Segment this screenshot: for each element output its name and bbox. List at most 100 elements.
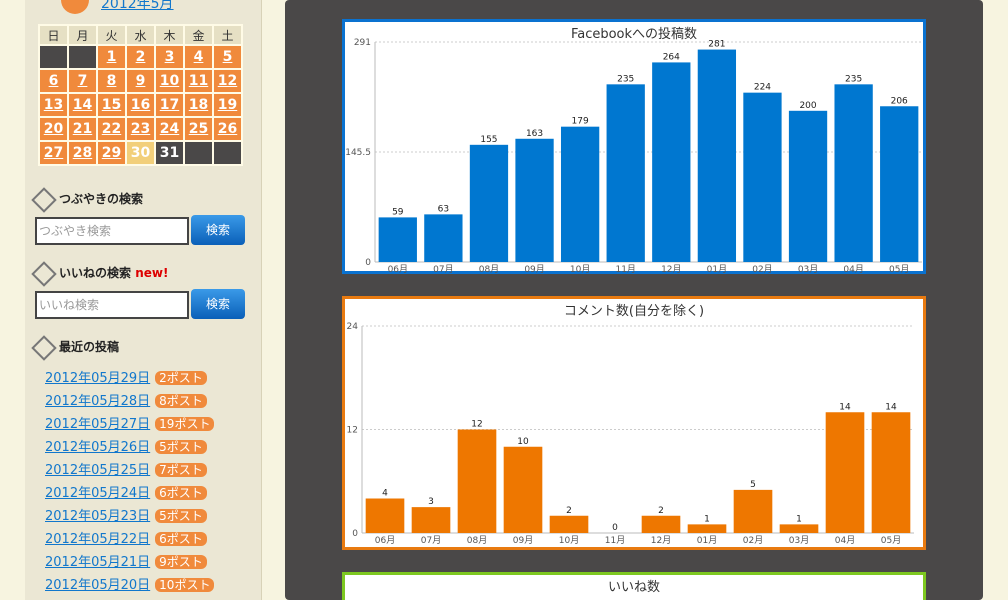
day-cell[interactable]: 25: [185, 118, 212, 140]
value-label: 3: [428, 497, 434, 507]
x-tick-label: 10月: [559, 535, 579, 546]
post-date[interactable]: 2012年05月29日: [45, 371, 151, 386]
post-count: 8ポスト: [155, 394, 207, 408]
value-label: 63: [438, 204, 449, 214]
bar: [788, 110, 828, 263]
bar: [365, 498, 405, 533]
value-label: 4: [382, 489, 388, 499]
value-label: 14: [839, 402, 851, 412]
post-count: 9ポスト: [155, 555, 207, 569]
tweet-search-input[interactable]: つぶやき検索: [35, 217, 189, 245]
post-item: 2012年05月27日 19ポスト: [45, 413, 215, 432]
day-cell[interactable]: 21: [69, 118, 96, 140]
value-label: 1: [796, 514, 802, 524]
x-tick-label: 03月: [798, 264, 818, 275]
day-cell[interactable]: 19: [214, 94, 241, 116]
day-cell[interactable]: 17: [156, 94, 183, 116]
chart-title: いいね数: [608, 580, 660, 595]
day-cell[interactable]: 9: [127, 70, 154, 92]
x-tick-label: 08月: [467, 535, 487, 546]
post-count: 7ポスト: [155, 463, 207, 477]
bar: [411, 507, 451, 533]
post-date[interactable]: 2012年05月24日: [45, 486, 151, 501]
calendar-month[interactable]: 2012年5月: [101, 0, 174, 12]
day-cell[interactable]: 7: [69, 70, 96, 92]
x-tick-label: 12月: [661, 264, 681, 275]
day-cell: 30: [127, 142, 154, 164]
post-date[interactable]: 2012年05月20日: [45, 578, 151, 593]
new-badge: new!: [135, 266, 169, 280]
day-cell[interactable]: 5: [214, 46, 241, 68]
day-cell[interactable]: 3: [156, 46, 183, 68]
x-tick-label: 07月: [421, 535, 441, 546]
day-cell[interactable]: 29: [98, 142, 125, 164]
day-cell[interactable]: 22: [98, 118, 125, 140]
day-cell[interactable]: 24: [156, 118, 183, 140]
bar: [834, 84, 873, 263]
week-row: 20 21 22 23 24 25 26: [40, 118, 241, 140]
day-cell[interactable]: 15: [98, 94, 125, 116]
value-label: 224: [754, 83, 771, 93]
like-search-button[interactable]: 検索: [191, 289, 245, 319]
x-tick-label: 07月: [433, 264, 453, 275]
x-tick-label: 02月: [743, 535, 763, 546]
weekday: 日: [40, 26, 67, 44]
bar: [825, 412, 865, 533]
day-cell[interactable]: 12: [214, 70, 241, 92]
tweet-search-heading: つぶやきの検索: [31, 186, 144, 213]
x-tick-label: 06月: [388, 264, 408, 275]
heading-text: つぶやきの検索: [59, 192, 144, 206]
post-date[interactable]: 2012年05月23日: [45, 509, 151, 524]
like-search-input[interactable]: いいね検索: [35, 291, 189, 319]
post-date[interactable]: 2012年05月22日: [45, 532, 151, 547]
day-cell: 31: [156, 142, 183, 164]
day-cell[interactable]: 11: [185, 70, 212, 92]
day-cell: [69, 46, 96, 68]
value-label: 0: [612, 523, 618, 533]
day-cell[interactable]: 14: [69, 94, 96, 116]
y-tick-label: 0: [365, 258, 371, 268]
bar: [880, 106, 919, 262]
bar: [779, 524, 819, 533]
day-cell[interactable]: 27: [40, 142, 67, 164]
like-search-heading: いいねの検索 new!: [31, 260, 169, 287]
value-label: 12: [471, 420, 482, 430]
bar: [687, 524, 727, 533]
bar: [503, 446, 543, 533]
value-label: 2: [658, 506, 664, 516]
day-cell[interactable]: 10: [156, 70, 183, 92]
day-cell[interactable]: 16: [127, 94, 154, 116]
post-date[interactable]: 2012年05月26日: [45, 440, 151, 455]
day-cell[interactable]: 8: [98, 70, 125, 92]
tweet-search-button[interactable]: 検索: [191, 215, 245, 245]
post-count: 5ポスト: [155, 509, 207, 523]
weekday: 金: [185, 26, 212, 44]
post-date[interactable]: 2012年05月28日: [45, 394, 151, 409]
day-cell[interactable]: 2: [127, 46, 154, 68]
day-cell[interactable]: 6: [40, 70, 67, 92]
value-label: 281: [708, 40, 725, 50]
y-tick-label: 24: [347, 322, 359, 332]
day-cell[interactable]: 4: [185, 46, 212, 68]
post-count: 6ポスト: [155, 532, 207, 546]
post-date[interactable]: 2012年05月21日: [45, 555, 151, 570]
post-date[interactable]: 2012年05月25日: [45, 463, 151, 478]
day-cell[interactable]: 13: [40, 94, 67, 116]
day-cell[interactable]: 23: [127, 118, 154, 140]
x-tick-label: 04月: [835, 535, 855, 546]
value-label: 14: [885, 402, 897, 412]
prev-icon[interactable]: [61, 0, 89, 14]
post-item: 2012年05月23日 5ポスト: [45, 505, 207, 524]
value-label: 59: [392, 207, 404, 217]
day-cell[interactable]: 1: [98, 46, 125, 68]
day-cell[interactable]: 26: [214, 118, 241, 140]
bar: [560, 126, 600, 262]
value-label: 10: [517, 437, 529, 447]
post-date[interactable]: 2012年05月27日: [45, 417, 151, 432]
day-cell[interactable]: 20: [40, 118, 67, 140]
bar: [697, 49, 737, 263]
day-cell[interactable]: 28: [69, 142, 96, 164]
day-cell[interactable]: 18: [185, 94, 212, 116]
